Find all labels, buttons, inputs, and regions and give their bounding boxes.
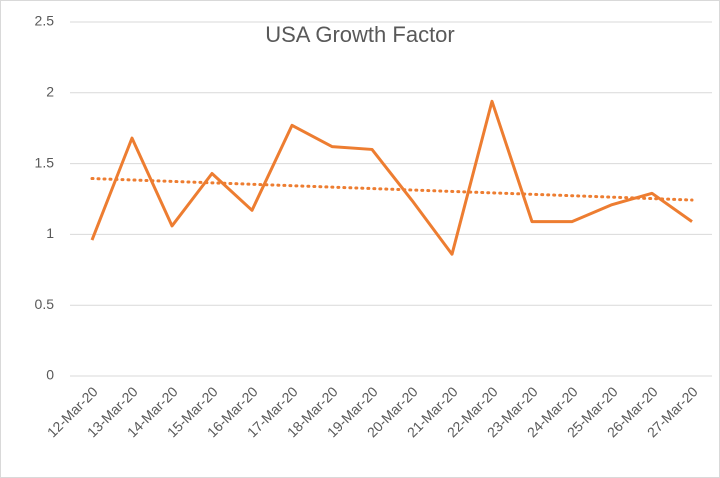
- trendline: [90, 177, 694, 202]
- y-tick-label: 2.5: [35, 13, 55, 29]
- y-tick-label: 1.5: [35, 154, 55, 170]
- y-tick-label: 1: [46, 225, 54, 241]
- y-tick-label: 0.5: [35, 296, 55, 312]
- chart-title: USA Growth Factor: [265, 22, 455, 47]
- y-tick-label: 2: [46, 84, 54, 100]
- y-tick-label: 0: [46, 367, 54, 383]
- data-line: [90, 99, 693, 256]
